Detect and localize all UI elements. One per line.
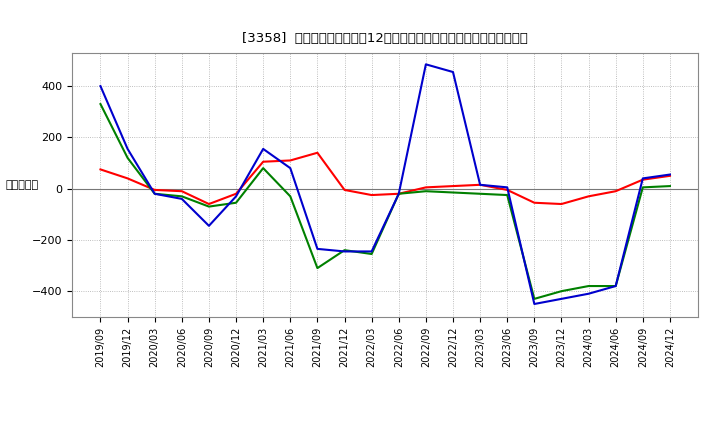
Title: [3358]  キャッシュフローの12か月移動合計の対前年同期増減額の推移: [3358] キャッシュフローの12か月移動合計の対前年同期増減額の推移 bbox=[242, 32, 528, 45]
Y-axis label: （百万円）: （百万円） bbox=[5, 180, 38, 190]
